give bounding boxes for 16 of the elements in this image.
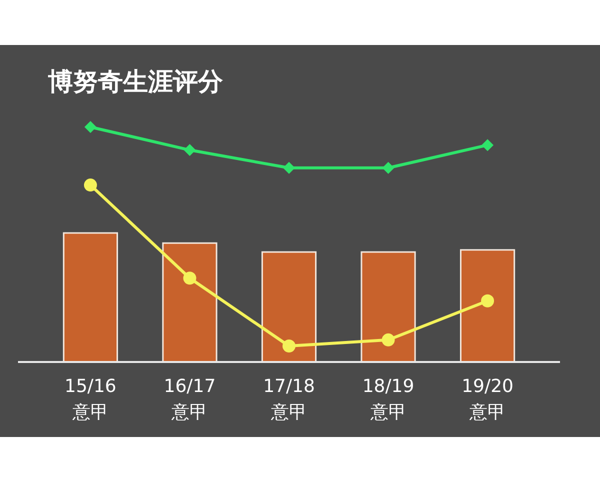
x-tick-label: 19/20 意甲 [462, 376, 514, 423]
x-tick-label: 18/19 意甲 [362, 376, 414, 423]
point [184, 144, 196, 156]
point [382, 333, 395, 346]
x-tick-label: 15/16 意甲 [64, 376, 116, 423]
point [482, 139, 494, 152]
point [84, 178, 97, 192]
point [481, 294, 494, 308]
point [282, 340, 296, 353]
point [382, 162, 394, 174]
x-tick-label: 16/17 意甲 [164, 376, 216, 423]
point [183, 272, 196, 285]
point [283, 162, 295, 174]
point [84, 121, 96, 133]
chart-title: 博努奇生涯评分 [47, 67, 224, 96]
x-tick-label: 17/18 意甲 [263, 376, 315, 423]
